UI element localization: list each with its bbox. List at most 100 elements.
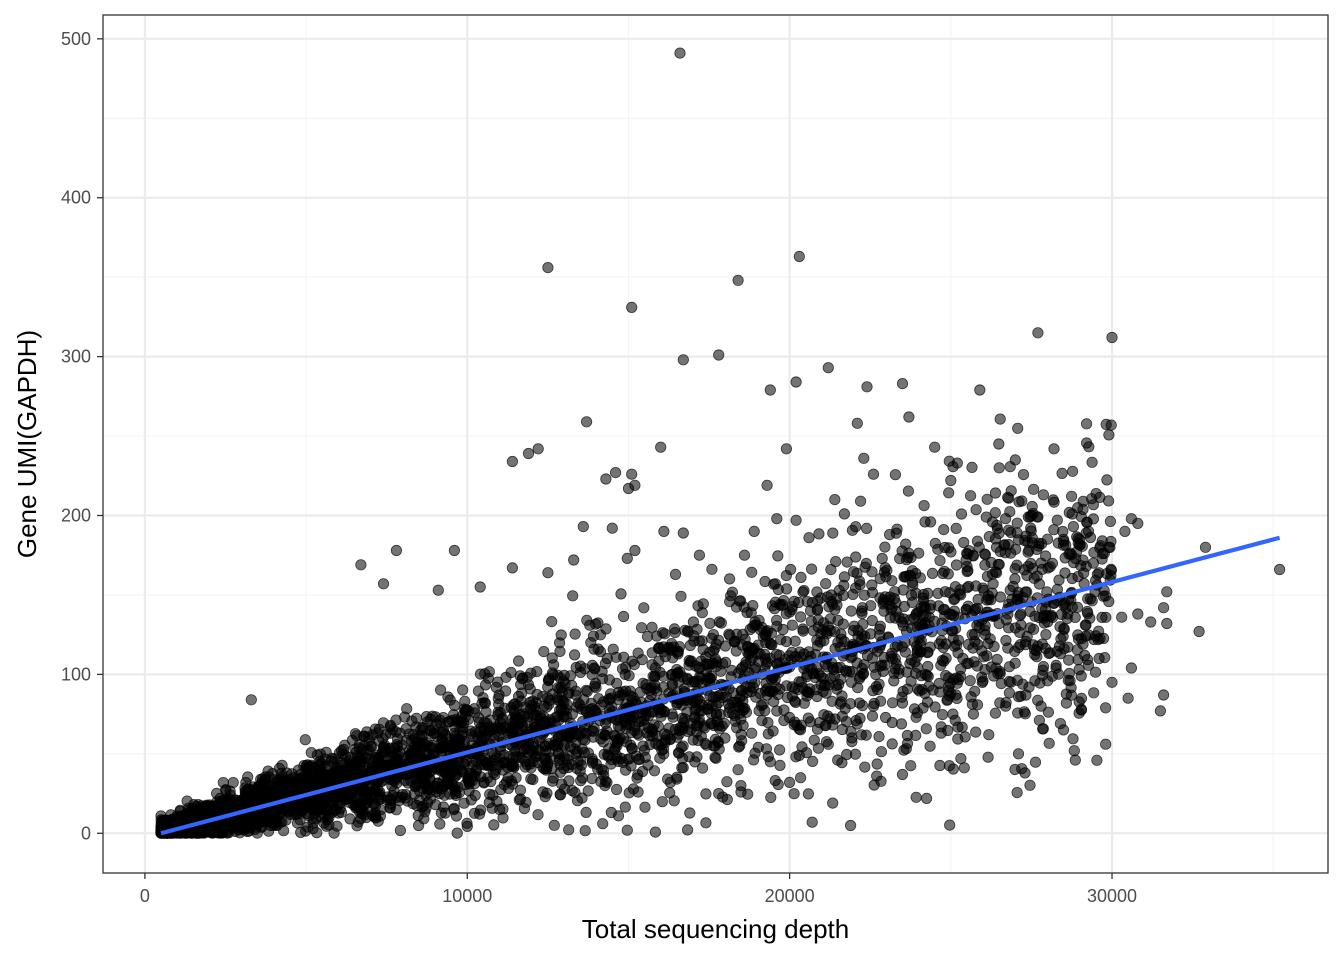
data-point xyxy=(924,740,936,752)
data-point xyxy=(1088,687,1100,699)
data-point xyxy=(1009,657,1021,669)
data-point xyxy=(457,757,470,769)
data-point xyxy=(1022,560,1034,572)
data-point xyxy=(806,755,819,768)
data-point xyxy=(761,479,773,491)
data-point xyxy=(979,624,991,636)
data-point xyxy=(993,462,1005,474)
data-point xyxy=(811,595,824,607)
data-point xyxy=(933,677,945,690)
data-point xyxy=(632,769,644,781)
data-point xyxy=(304,802,316,814)
data-point xyxy=(667,711,679,723)
data-point xyxy=(588,680,601,692)
data-point xyxy=(829,713,841,725)
data-point xyxy=(921,669,933,682)
data-point xyxy=(970,504,982,516)
data-point xyxy=(646,725,659,738)
data-point xyxy=(566,784,578,797)
data-point xyxy=(1024,779,1036,791)
data-point xyxy=(1025,525,1037,537)
data-point xyxy=(365,789,377,801)
data-point xyxy=(1068,745,1080,757)
data-point xyxy=(654,752,666,764)
data-point xyxy=(981,570,994,583)
y-tick-label: 100 xyxy=(61,664,91,684)
data-point xyxy=(1043,737,1055,749)
data-point xyxy=(983,729,995,741)
data-point xyxy=(435,807,447,819)
data-point xyxy=(945,546,957,558)
data-point xyxy=(666,677,678,689)
data-point xyxy=(588,643,600,655)
data-point xyxy=(1021,569,1033,582)
data-point xyxy=(532,443,544,455)
data-point xyxy=(619,801,631,813)
data-point xyxy=(695,655,707,667)
data-point xyxy=(625,739,637,751)
data-point xyxy=(935,635,947,647)
data-point xyxy=(579,825,591,837)
x-tick-label: 0 xyxy=(140,886,150,906)
panel-border xyxy=(102,14,1329,874)
data-point xyxy=(781,691,794,704)
data-point xyxy=(980,511,992,523)
data-point xyxy=(248,816,260,829)
data-point xyxy=(797,623,809,635)
data-point xyxy=(818,709,830,721)
data-point xyxy=(537,761,549,774)
data-point xyxy=(933,600,945,612)
data-point xyxy=(992,558,1004,571)
data-point xyxy=(891,639,904,652)
data-point xyxy=(1028,483,1040,495)
data-point xyxy=(762,716,774,729)
data-point xyxy=(649,826,662,838)
data-point xyxy=(955,589,967,601)
data-point xyxy=(542,261,554,274)
data-point xyxy=(549,739,561,751)
data-point xyxy=(922,646,934,658)
data-point xyxy=(952,721,964,733)
data-point xyxy=(1036,563,1048,576)
data-point xyxy=(1054,648,1067,660)
data-point xyxy=(929,441,941,453)
data-point xyxy=(1158,602,1170,614)
data-point xyxy=(905,675,917,687)
data-point xyxy=(492,676,504,688)
data-point xyxy=(314,748,326,760)
data-point xyxy=(736,689,748,702)
data-point xyxy=(570,689,582,701)
data-point xyxy=(555,681,568,694)
data-point xyxy=(416,766,428,778)
data-point xyxy=(1071,601,1084,613)
data-point xyxy=(853,697,866,709)
data-point xyxy=(706,563,718,575)
data-point xyxy=(772,550,784,562)
data-point xyxy=(582,747,595,759)
data-point xyxy=(780,635,793,648)
x-tick-label: 10000 xyxy=(442,886,492,906)
data-point xyxy=(938,523,950,536)
data-point xyxy=(764,384,776,396)
data-point xyxy=(738,549,751,561)
data-point xyxy=(619,764,632,776)
y-axis-ticks: 0 100 200 300 400 500 xyxy=(61,29,103,843)
data-point xyxy=(1059,567,1071,579)
data-point xyxy=(519,761,532,773)
data-point xyxy=(896,697,909,709)
data-point xyxy=(935,727,947,739)
data-point xyxy=(712,720,725,732)
data-point xyxy=(693,549,706,561)
data-point xyxy=(548,819,560,831)
data-point xyxy=(793,250,805,263)
data-point xyxy=(1077,638,1089,650)
data-point xyxy=(844,819,857,832)
data-point xyxy=(472,685,484,697)
data-point xyxy=(817,617,830,629)
data-point xyxy=(792,596,805,609)
data-point xyxy=(1044,647,1056,659)
data-point xyxy=(394,824,406,837)
data-point xyxy=(1036,538,1048,550)
data-point xyxy=(546,775,559,787)
data-point xyxy=(245,694,257,706)
